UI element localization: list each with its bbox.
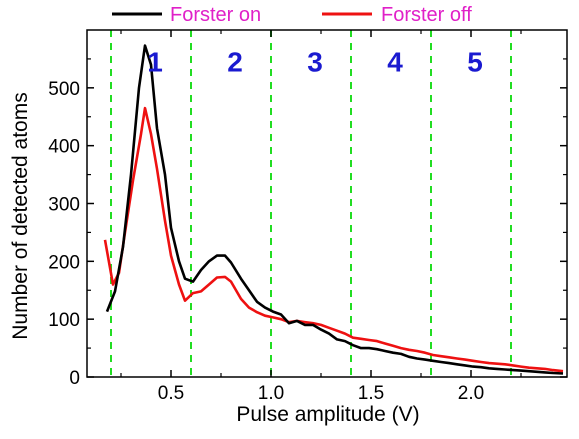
region-label: 2 <box>227 47 243 78</box>
x-tick-label: 2.0 <box>458 383 484 404</box>
x-axis: 0.5 1.0 1.5 2.0 <box>120 30 522 404</box>
legend-label-forster-off: Forster off <box>381 4 472 26</box>
y-axis-title: Number of detected atoms <box>9 92 32 339</box>
series-layer <box>103 44 564 375</box>
y-tick-label: 100 <box>48 310 80 331</box>
region-labels: 1 2 3 4 5 <box>147 47 483 78</box>
plot-frame <box>86 29 568 378</box>
x-tick-label: 1.5 <box>358 383 384 404</box>
plot-area: 1 2 3 4 5 <box>103 30 564 377</box>
x-tick-label: 1.0 <box>258 383 284 404</box>
region-label: 1 <box>147 47 163 78</box>
series-line-forster-on <box>105 44 564 375</box>
legend-label-forster-on: Forster on <box>170 4 261 26</box>
y-tick-label: 500 <box>48 79 80 100</box>
y-tick-label: 0 <box>69 368 80 389</box>
legend: Forster on Forster off <box>112 4 472 26</box>
y-axis: 0 100 200 300 400 500 <box>48 58 567 389</box>
region-label: 4 <box>387 47 403 78</box>
x-tick-label: 0.5 <box>158 383 184 404</box>
x-axis-title: Pulse amplitude (V) <box>236 403 419 426</box>
region-label: 3 <box>307 47 323 78</box>
region-boundaries <box>110 30 512 377</box>
region-label: 5 <box>467 47 483 78</box>
y-tick-label: 400 <box>48 137 80 158</box>
y-tick-label: 300 <box>48 195 80 216</box>
y-tick-label: 200 <box>48 252 80 273</box>
series-line-forster-off <box>103 106 564 373</box>
